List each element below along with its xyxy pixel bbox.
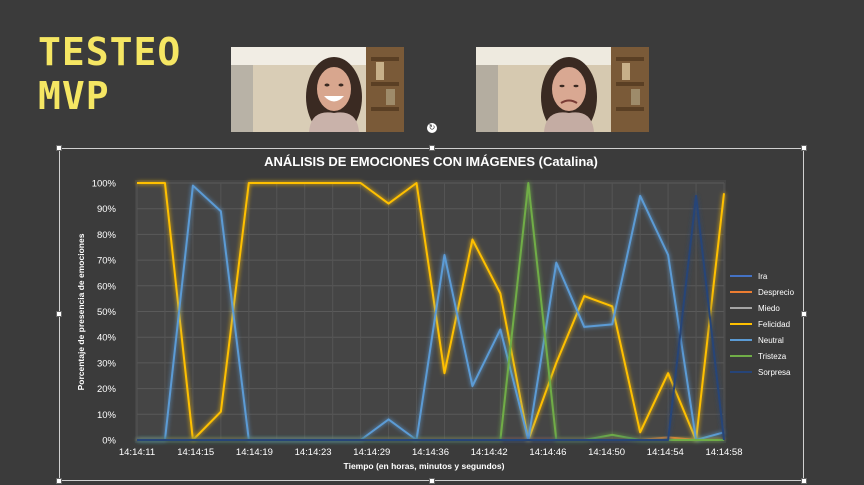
legend-item-sorpresa: Sorpresa bbox=[758, 368, 791, 377]
x-tick-label: 14:14:29 bbox=[353, 447, 390, 458]
x-tick-label: 14:14:36 bbox=[412, 447, 449, 458]
emotion-line-chart[interactable]: ANÁLISIS DE EMOCIONES CON IMÁGENES (Cata… bbox=[59, 148, 804, 481]
x-tick-label: 14:14:54 bbox=[647, 447, 684, 458]
series-line-sorpresa[interactable] bbox=[137, 194, 725, 441]
slide-title-line-2: MVP bbox=[38, 74, 110, 118]
x-tick-label: 14:14:11 bbox=[119, 447, 155, 458]
resize-handle-left[interactable] bbox=[56, 311, 62, 317]
legend-item-miedo: Miedo bbox=[758, 304, 780, 313]
y-tick-label: 40% bbox=[97, 333, 117, 344]
slide-title: TESTEO MVP bbox=[38, 30, 181, 118]
series-line-felicidad[interactable] bbox=[137, 182, 725, 441]
y-tick-label: 50% bbox=[97, 307, 117, 318]
x-axis-label: Tiempo (en horas, minutos y segundos) bbox=[344, 461, 505, 471]
chart-legend: Ira Desprecio Miedo Felicidad Neutral Tristez… bbox=[730, 272, 795, 377]
series-line-neutral[interactable] bbox=[137, 184, 725, 441]
y-tick-label: 80% bbox=[97, 230, 117, 241]
x-tick-label: 14:14:15 bbox=[177, 447, 214, 458]
x-tick-label: 14:14:58 bbox=[706, 447, 743, 458]
y-tick-label: 90% bbox=[97, 204, 117, 215]
legend-item-tristeza: Tristeza bbox=[758, 352, 787, 361]
y-tick-label: 100% bbox=[92, 179, 117, 190]
x-tick-label: 14:14:46 bbox=[529, 447, 566, 458]
x-tick-label: 14:14:50 bbox=[588, 447, 625, 458]
y-tick-label: 70% bbox=[97, 256, 117, 267]
chart-series bbox=[137, 182, 725, 441]
y-tick-label: 60% bbox=[97, 281, 117, 292]
legend-item-ira: Ira bbox=[758, 272, 768, 281]
y-tick-label: 30% bbox=[97, 358, 117, 369]
y-axis-ticks: 0% 10% 20% 30% 40% 50% 60% 70% 80% 90% 100% bbox=[92, 179, 117, 447]
resize-handle-right[interactable] bbox=[801, 311, 807, 317]
y-tick-label: 20% bbox=[97, 384, 117, 395]
resize-handle-bottom-right[interactable] bbox=[801, 478, 807, 484]
chart-selection-frame[interactable] bbox=[59, 148, 804, 481]
y-tick-label: 0% bbox=[102, 436, 116, 447]
chart-title: ANÁLISIS DE EMOCIONES CON IMÁGENES (Cata… bbox=[264, 154, 598, 169]
x-tick-label: 14:14:23 bbox=[295, 447, 332, 458]
y-tick-label: 10% bbox=[97, 410, 117, 421]
x-tick-label: 14:14:42 bbox=[471, 447, 508, 458]
resize-handle-top-left[interactable] bbox=[56, 145, 62, 151]
y-axis-label: Porcentaje de presencia de emociones bbox=[76, 233, 86, 390]
photo-sad[interactable] bbox=[476, 47, 649, 132]
slide-title-line-1: TESTEO bbox=[38, 30, 182, 74]
rotate-handle-icon[interactable]: ↻ bbox=[427, 123, 437, 133]
resize-handle-top-right[interactable] bbox=[801, 145, 807, 151]
legend-item-neutral: Neutral bbox=[758, 336, 784, 345]
photo-smiling[interactable] bbox=[231, 47, 404, 132]
x-axis-ticks: 14:14:11 14:14:15 14:14:19 14:14:23 14:14:29… bbox=[119, 447, 743, 458]
legend-item-felicidad: Felicidad bbox=[758, 320, 790, 329]
resize-handle-bottom[interactable] bbox=[429, 478, 435, 484]
resize-handle-bottom-left[interactable] bbox=[56, 478, 62, 484]
resize-handle-top[interactable] bbox=[429, 145, 435, 151]
legend-item-desprecio: Desprecio bbox=[758, 288, 795, 297]
x-tick-label: 14:14:19 bbox=[236, 447, 273, 458]
